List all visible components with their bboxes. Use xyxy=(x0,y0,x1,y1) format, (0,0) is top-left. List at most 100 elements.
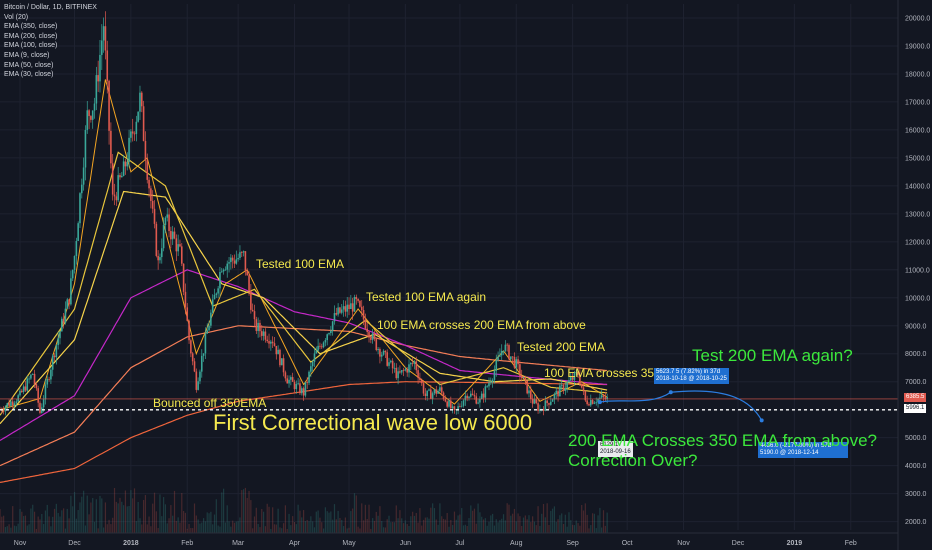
candle-body xyxy=(344,306,347,312)
volume-bar xyxy=(566,526,568,533)
candle-body xyxy=(479,398,481,403)
support-price-badge: 5996.1 xyxy=(904,404,927,413)
legend-ema-350[interactable]: EMA (350, close) xyxy=(4,23,58,31)
candle-body xyxy=(553,393,556,400)
symbol-title[interactable]: Bitcoin / Dollar, 1D, BITFINEX xyxy=(4,4,97,11)
candle-body xyxy=(324,340,327,343)
volume-bar xyxy=(57,512,59,533)
low-tag: 6129.1 2018-09-16 xyxy=(598,441,633,457)
candle-body xyxy=(508,345,510,360)
volume-bar xyxy=(597,515,599,533)
candle-body xyxy=(364,319,367,329)
candle-body xyxy=(491,379,494,383)
volume-bar xyxy=(504,520,506,533)
volume-bar xyxy=(108,519,110,533)
candle-body xyxy=(22,386,25,393)
x-tick-label: Oct xyxy=(622,540,633,547)
candle-body xyxy=(288,379,290,384)
legend-ema-9[interactable]: EMA (9, close) xyxy=(4,51,50,59)
volume-bar xyxy=(466,525,468,533)
volume-bar xyxy=(499,520,501,533)
ema-line-50 xyxy=(0,190,608,425)
candle-body xyxy=(200,355,203,372)
volume-bar xyxy=(86,495,88,533)
candle-body xyxy=(335,313,338,315)
candle-body xyxy=(130,131,132,138)
candle-body xyxy=(470,393,472,397)
candle-body xyxy=(419,377,421,380)
candle-body xyxy=(322,342,325,348)
candle-body xyxy=(297,383,299,385)
volume-bar xyxy=(206,512,208,533)
ema-line-200 xyxy=(0,325,608,467)
candle-body xyxy=(160,248,163,258)
candle-body xyxy=(79,193,81,224)
annotation-first-wave: First Correctional wave low 6000 xyxy=(213,410,533,435)
volume-bar xyxy=(55,503,57,533)
volume-bar xyxy=(184,512,187,533)
candle-body xyxy=(73,256,76,270)
volume-bar xyxy=(446,513,448,533)
candle-body xyxy=(426,390,428,397)
candle-body xyxy=(519,364,521,376)
volume-bar xyxy=(39,519,41,533)
candle-body xyxy=(197,381,199,390)
candle-body xyxy=(168,214,170,232)
candle-body xyxy=(199,371,201,382)
candle-body xyxy=(41,407,43,413)
volume-bar xyxy=(513,508,516,533)
volume-bar xyxy=(257,523,259,533)
candle-body xyxy=(90,116,92,120)
volume-bar xyxy=(73,492,76,533)
volume-bar xyxy=(364,504,366,533)
legend-ema-50[interactable]: EMA (50, close) xyxy=(4,61,54,69)
volume-bar xyxy=(562,523,565,533)
volume-bar xyxy=(468,518,470,533)
legend-ema-100[interactable]: EMA (100, close) xyxy=(4,42,58,50)
candle-body xyxy=(580,384,583,388)
candle-body xyxy=(224,269,227,271)
candle-body xyxy=(137,111,139,122)
candle-body xyxy=(417,370,419,378)
volume-bar xyxy=(595,528,597,533)
legend-ema-30[interactable]: EMA (30, close) xyxy=(4,71,54,79)
candle-body xyxy=(375,339,378,351)
volume-bar xyxy=(10,527,12,533)
candle-body xyxy=(331,321,334,331)
volume-bar xyxy=(312,521,314,533)
volume-bar xyxy=(259,527,261,533)
volume-bar xyxy=(124,490,127,533)
candle-body xyxy=(230,257,232,263)
candle-body xyxy=(555,390,558,394)
candle-body xyxy=(59,331,61,339)
volume-bar xyxy=(572,524,574,533)
volume-bar xyxy=(542,503,545,533)
volume-bar xyxy=(593,513,596,533)
volume-bar xyxy=(577,523,579,533)
legend-vol[interactable]: Vol (20) xyxy=(4,13,29,21)
volume-bar xyxy=(473,508,476,533)
candle-body xyxy=(240,252,243,253)
volume-bar xyxy=(326,511,328,533)
candle-body xyxy=(524,377,527,381)
candle-body xyxy=(253,311,256,320)
candle-body xyxy=(366,328,368,333)
volume-bar xyxy=(602,510,605,533)
volume-bar xyxy=(321,522,323,533)
candle-body xyxy=(597,398,599,403)
candle-body xyxy=(495,360,498,371)
volume-bar xyxy=(573,525,576,533)
volume-bar xyxy=(155,511,157,533)
projection-2-line-1: 4436.0 (-2177.00%) in 57d xyxy=(760,443,832,449)
volume-bar xyxy=(159,494,161,533)
candle-body xyxy=(195,371,198,390)
legend-ema-200[interactable]: EMA (200, close) xyxy=(4,32,58,40)
volume-bar xyxy=(197,519,199,533)
candle-body xyxy=(440,387,443,393)
projection-1-line-1: 5623.7 5 (7.82%) in 37d xyxy=(656,369,721,375)
candle-body xyxy=(251,309,254,312)
candle-body xyxy=(526,380,528,394)
candle-body xyxy=(317,345,319,351)
volume-bar xyxy=(99,495,101,533)
